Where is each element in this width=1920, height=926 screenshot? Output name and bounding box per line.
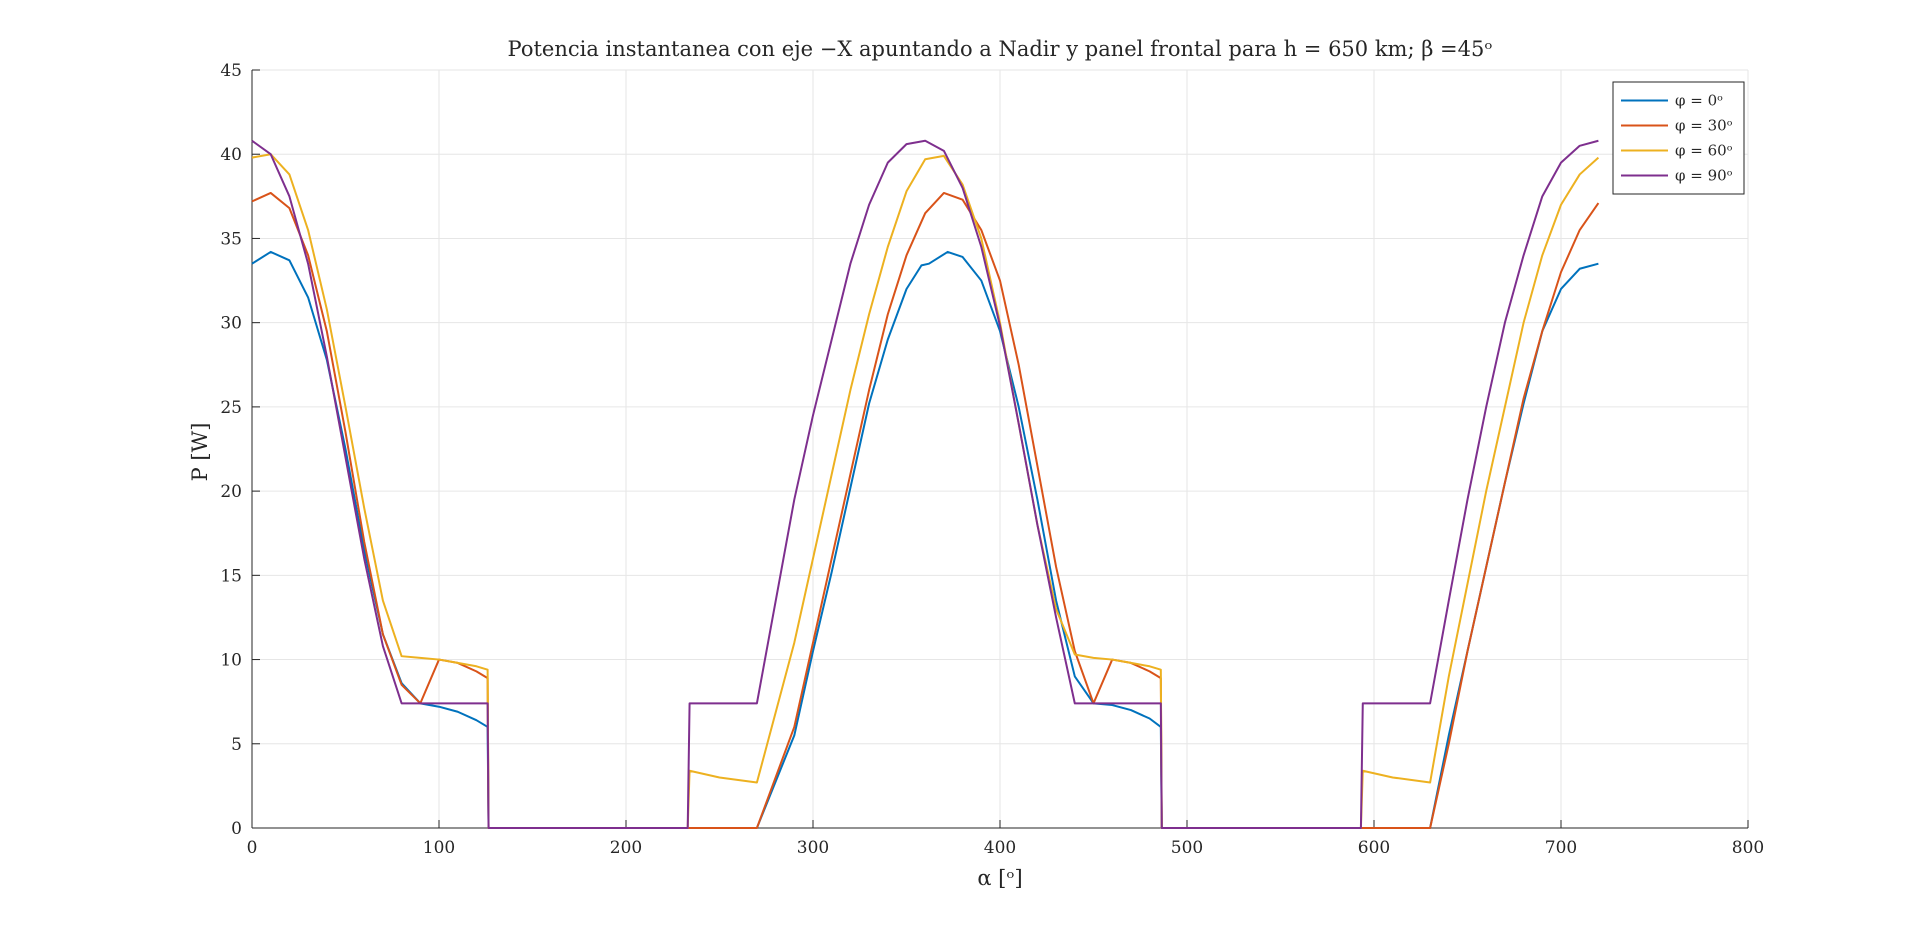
legend-label: φ = 30ᵒ xyxy=(1675,117,1733,135)
plot-series xyxy=(251,139,1600,829)
y-tick-label: 5 xyxy=(231,735,242,755)
y-tick-label: 0 xyxy=(231,819,242,839)
chart-title: Potencia instantanea con eje −X apuntand… xyxy=(508,37,1493,61)
x-tick-label: 800 xyxy=(1732,838,1764,858)
x-axis-label: α [ᵒ] xyxy=(977,866,1022,890)
y-tick-label: 25 xyxy=(220,398,242,418)
x-tick-label: 300 xyxy=(797,838,829,858)
y-tick-label: 15 xyxy=(220,566,242,586)
series-line-2 xyxy=(251,191,1600,829)
y-tick-label: 45 xyxy=(220,61,242,81)
legend-label: φ = 0ᵒ xyxy=(1675,92,1723,110)
x-tick-label: 700 xyxy=(1545,838,1577,858)
x-tick-label: 600 xyxy=(1358,838,1390,858)
axes: 0 100 200 300 400 500 600 700 800 0 5 10 15 20 25 30 35 4… xyxy=(220,61,1764,858)
y-axis-label: P [W] xyxy=(188,423,212,482)
y-tick-label: 40 xyxy=(220,145,242,165)
x-tick-label: 100 xyxy=(423,838,455,858)
grid xyxy=(251,69,1749,829)
legend: φ = 0ᵒ φ = 30ᵒ φ = 60ᵒ φ = 90ᵒ xyxy=(1612,81,1745,195)
legend-label: φ = 90ᵒ xyxy=(1675,167,1733,185)
y-tick-label: 30 xyxy=(220,314,242,334)
series-line-4 xyxy=(251,139,1599,829)
y-tick-label: 10 xyxy=(220,651,242,671)
series-line-3 xyxy=(251,153,1600,829)
y-tick-label: 35 xyxy=(220,229,242,249)
legend-label: φ = 60ᵒ xyxy=(1675,142,1733,160)
x-tick-label: 500 xyxy=(1171,838,1203,858)
y-tick-label: 20 xyxy=(220,482,242,502)
x-tick-label: 0 xyxy=(247,838,258,858)
x-tick-label: 200 xyxy=(610,838,642,858)
x-tick-label: 400 xyxy=(984,838,1016,858)
